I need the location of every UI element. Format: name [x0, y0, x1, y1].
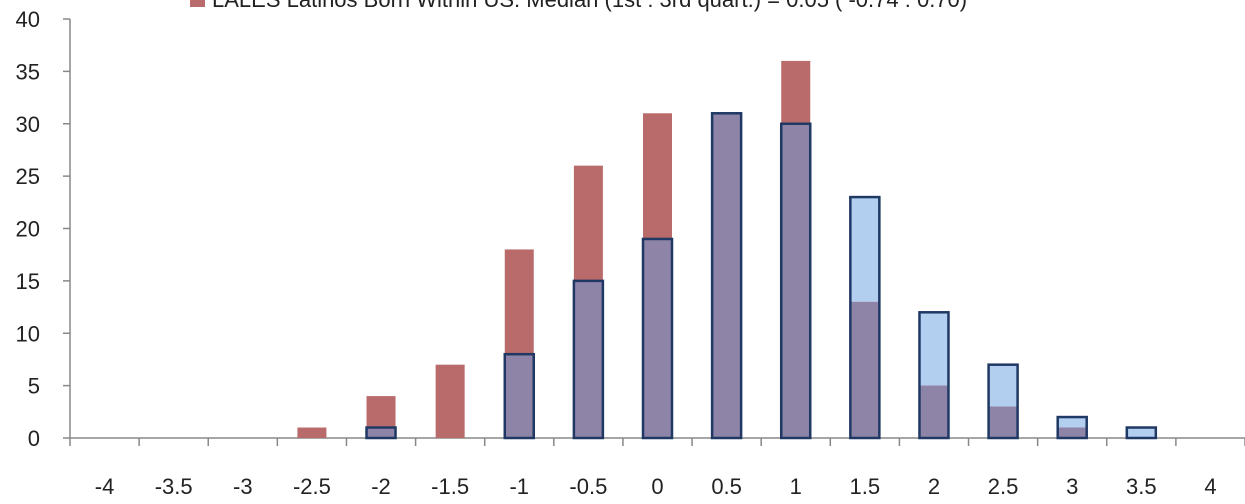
x-tick-label: -3	[233, 474, 253, 499]
x-tick-label: 4	[1204, 474, 1216, 499]
x-tick-label: -1.5	[431, 474, 469, 499]
bar-overlap	[850, 301, 880, 438]
y-tick-label: 15	[16, 269, 40, 294]
legend: LALES Latinos Born Within US: Median (1s…	[190, 0, 967, 12]
bar-overlap	[712, 113, 742, 439]
bar-blue-fill	[1126, 427, 1156, 438]
x-tick-label: 0.5	[711, 474, 742, 499]
y-tick-label: 20	[16, 217, 40, 242]
bar-blue	[849, 195, 881, 440]
bar-blue	[779, 122, 812, 440]
bar-overlap	[366, 427, 396, 438]
y-tick-label: 10	[16, 321, 40, 346]
bar-overlap	[643, 238, 672, 438]
bar-overlap	[573, 280, 603, 438]
x-tick-label: 0	[651, 474, 663, 499]
bar-blue	[503, 352, 536, 440]
x-tick-label: -4	[95, 474, 115, 499]
x-tick-label: 1.5	[850, 474, 881, 499]
bar-blue	[710, 112, 743, 440]
bar-blue	[1056, 415, 1088, 440]
x-tick-label: 3	[1066, 474, 1078, 499]
legend-swatch	[190, 0, 205, 7]
bar-overlap	[781, 123, 811, 438]
bar-blue-fill	[1057, 417, 1087, 428]
bar-overlap	[1057, 427, 1087, 438]
y-tick-label: 25	[16, 164, 40, 189]
bar-blue	[572, 279, 605, 440]
bar-blue	[365, 426, 397, 440]
y-tick-label: 30	[16, 112, 40, 137]
x-tick-label: -2.5	[293, 474, 331, 499]
bar-blue-fill	[850, 197, 880, 302]
legend-label: LALES Latinos Born Within US: Median (1s…	[212, 0, 967, 12]
bar-overlap	[919, 385, 949, 438]
x-tick-label: 3.5	[1126, 474, 1157, 499]
x-tick-label: -1	[509, 474, 529, 499]
y-tick-label: 5	[28, 374, 40, 399]
series-blue-bars	[365, 112, 1158, 440]
x-tick-label: -2	[371, 474, 391, 499]
x-tick-label: 1	[790, 474, 802, 499]
x-tick-label: 2.5	[988, 474, 1019, 499]
bar-red	[297, 427, 327, 438]
x-tick-label: 2	[928, 474, 940, 499]
bar-blue-fill	[919, 312, 949, 386]
y-tick-label: 40	[16, 7, 40, 32]
bar-blue	[987, 363, 1019, 440]
y-tick-label: 35	[16, 59, 40, 84]
x-tick-label: -3.5	[155, 474, 193, 499]
y-tick-label: 0	[28, 426, 40, 451]
bar-blue	[641, 237, 674, 440]
bar-blue	[1125, 426, 1158, 440]
series-red-bars	[297, 60, 1087, 439]
y-axis: 0 5 10 15 20 25 30 35 40	[16, 7, 71, 451]
bar-overlap	[504, 354, 534, 438]
bar-red	[435, 364, 465, 438]
x-axis: -4 -3.5 -3 -2.5 -2 -1.5 -1 -0.5 0 0.5 1 1.5 2 2.5 3 3.5…	[69, 437, 1245, 499]
x-tick-label: -0.5	[569, 474, 607, 499]
bar-blue-fill	[988, 364, 1018, 407]
bar-overlap	[988, 406, 1018, 438]
bar-blue	[918, 311, 950, 440]
